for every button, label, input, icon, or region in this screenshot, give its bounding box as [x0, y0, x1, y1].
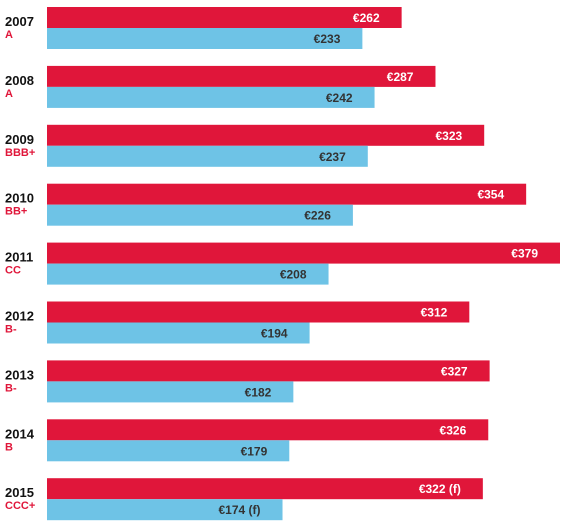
rating-label: B — [5, 441, 13, 453]
bar-series-2 — [47, 86, 375, 108]
bar-series-2 — [47, 381, 294, 403]
year-label: 2014 — [5, 426, 35, 441]
bar-series-1 — [47, 301, 470, 323]
bar-value-label: €233 — [314, 32, 341, 46]
bar-value-label: €354 — [477, 188, 504, 202]
year-label: 2007 — [5, 14, 34, 29]
bar-value-label: €179 — [241, 444, 268, 458]
rating-label: A — [5, 88, 13, 100]
bar-value-label: €208 — [280, 268, 307, 282]
year-label: 2012 — [5, 309, 34, 324]
bar-series-1 — [47, 7, 402, 28]
bar-value-label: €182 — [245, 385, 272, 399]
bar-series-1 — [47, 360, 490, 382]
bar-value-label: €262 — [353, 11, 380, 25]
bar-series-1 — [47, 183, 527, 205]
bar-series-2 — [47, 28, 363, 49]
year-label: 2013 — [5, 367, 34, 382]
bar-series-1 — [47, 124, 485, 146]
rating-label: BB+ — [5, 206, 27, 218]
bar-series-2 — [47, 499, 283, 521]
bar-series-1 — [47, 242, 560, 264]
bar-value-label: €327 — [441, 364, 468, 378]
bar-value-label: €242 — [326, 91, 353, 105]
rating-label: B- — [5, 324, 17, 336]
bar-value-label: €174 (f) — [218, 503, 260, 517]
bar-series-1 — [47, 419, 489, 441]
bar-value-label: €226 — [304, 209, 331, 223]
rating-label: CCC+ — [5, 500, 35, 512]
bar-series-2 — [47, 322, 310, 344]
bar-series-1 — [47, 478, 483, 500]
year-label: 2011 — [5, 250, 33, 265]
bar-series-1 — [47, 65, 436, 87]
rating-label: A — [5, 29, 13, 41]
bar-value-label: €312 — [421, 306, 448, 320]
bar-value-label: €194 — [261, 327, 288, 341]
rating-label: BBB+ — [5, 147, 35, 159]
bar-series-2 — [47, 263, 329, 285]
bar-value-label: €237 — [319, 150, 346, 164]
bar-series-2 — [47, 204, 353, 226]
year-label: 2008 — [5, 73, 34, 88]
year-label: 2015 — [5, 485, 34, 500]
bar-value-label: €287 — [387, 70, 414, 84]
bar-series-2 — [47, 145, 368, 167]
bar-value-label: €322 (f) — [419, 482, 461, 496]
bar-value-label: €379 — [511, 247, 538, 261]
rating-label: B- — [5, 382, 17, 394]
year-label: 2010 — [5, 191, 34, 206]
year-label: 2009 — [5, 132, 34, 147]
bar-series-2 — [47, 440, 290, 462]
bar-value-label: €326 — [440, 423, 467, 437]
rating-label: CC — [5, 265, 21, 277]
bar-value-label: €323 — [435, 129, 462, 143]
